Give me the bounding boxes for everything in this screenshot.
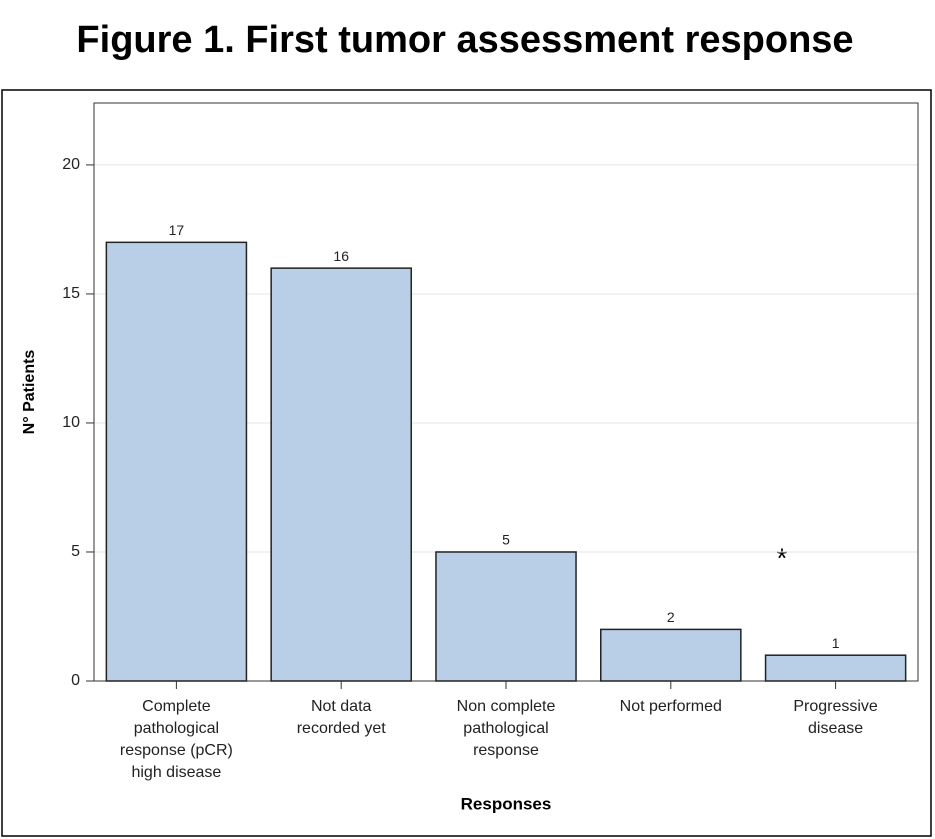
x-tick-label: Progressive disease [793, 698, 878, 737]
data-label: 2 [667, 609, 675, 625]
annotation: * [777, 542, 788, 573]
frame [1, 89, 932, 837]
data-label: 1 [832, 635, 840, 651]
y-axis-label: N° Patients [21, 350, 38, 435]
y-tick-label: 15 [62, 285, 80, 302]
bar [600, 628, 742, 682]
chart-title: Figure 1. First tumor assessment respons… [76, 19, 853, 61]
data-label: 17 [169, 222, 185, 238]
y-tick-label: 10 [62, 414, 80, 431]
x-tick-label: Complete pathological response (pCR) hig… [119, 698, 233, 781]
bar [270, 267, 412, 682]
bar [764, 654, 907, 682]
y-tick-label: 5 [71, 543, 80, 560]
x-axis-label: Responses [461, 794, 552, 813]
x-tick-label: Non complete pathological response [456, 698, 556, 759]
data-label: 16 [333, 248, 349, 264]
bar [435, 551, 577, 682]
data-label: 5 [502, 532, 510, 548]
x-tick-label: Not performed [619, 698, 722, 715]
y-tick-label: 20 [62, 156, 80, 173]
bar [105, 241, 248, 682]
y-tick-label: 0 [71, 672, 80, 689]
x-tick-label: Not data recorded yet [296, 698, 386, 737]
